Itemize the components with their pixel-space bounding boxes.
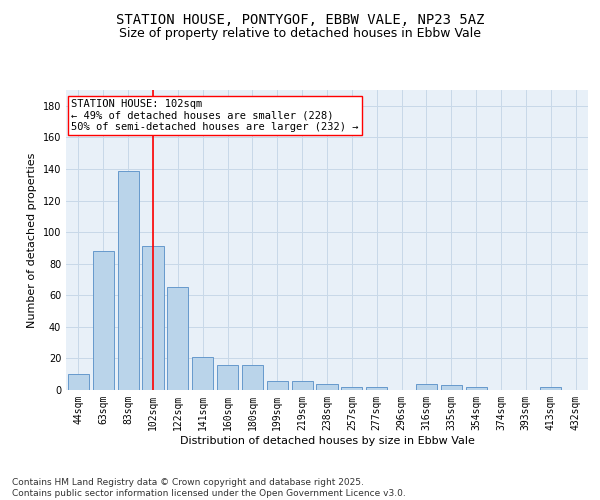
Bar (242, 364, 263, 390)
Bar (292, 380, 313, 390)
X-axis label: Distribution of detached houses by size in Ebbw Vale: Distribution of detached houses by size … (179, 436, 475, 446)
Text: Size of property relative to detached houses in Ebbw Vale: Size of property relative to detached ho… (119, 28, 481, 40)
Bar (341, 387, 362, 390)
Bar (192, 357, 213, 390)
Bar (316, 384, 338, 390)
Text: STATION HOUSE, PONTYGOF, EBBW VALE, NP23 5AZ: STATION HOUSE, PONTYGOF, EBBW VALE, NP23… (116, 12, 484, 26)
Bar (540, 387, 561, 390)
Bar (93, 251, 114, 390)
Bar (366, 387, 387, 390)
Bar (441, 386, 462, 390)
Bar (416, 384, 437, 390)
Bar (267, 380, 288, 390)
Y-axis label: Number of detached properties: Number of detached properties (27, 152, 37, 328)
Bar (217, 364, 238, 390)
Bar (68, 374, 89, 390)
Bar (167, 288, 188, 390)
Text: Contains HM Land Registry data © Crown copyright and database right 2025.
Contai: Contains HM Land Registry data © Crown c… (12, 478, 406, 498)
Bar (466, 387, 487, 390)
Bar (118, 170, 139, 390)
Text: STATION HOUSE: 102sqm
← 49% of detached houses are smaller (228)
50% of semi-det: STATION HOUSE: 102sqm ← 49% of detached … (71, 99, 359, 132)
Bar (142, 246, 164, 390)
